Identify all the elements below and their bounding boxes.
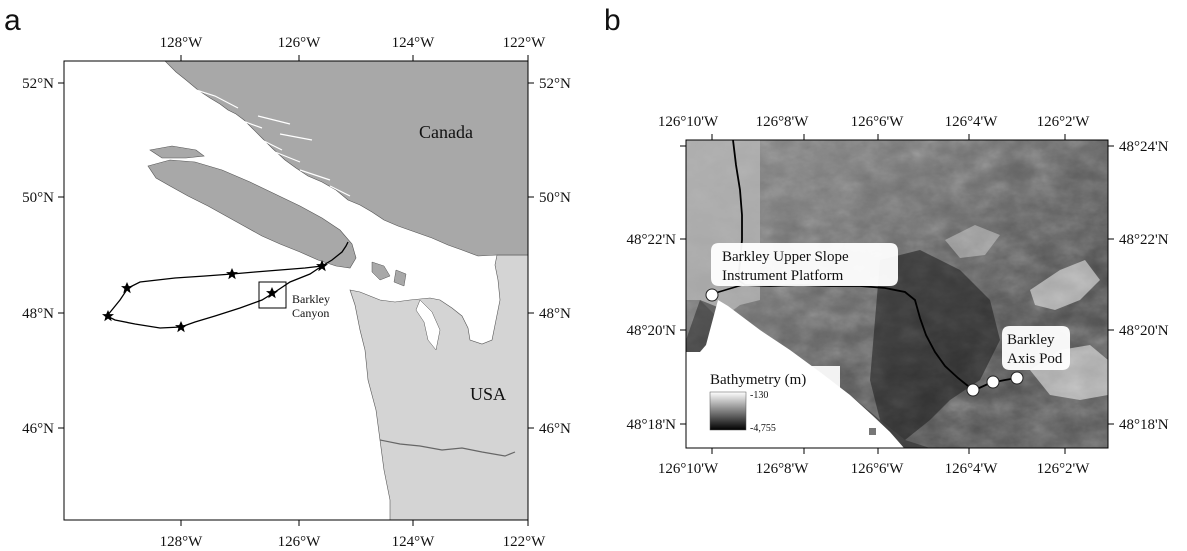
columbia-river — [379, 439, 516, 457]
axis-pod-marker[interactable] — [1010, 371, 1024, 385]
lon-label-top: 124°W — [392, 35, 435, 51]
b-lon-label-bottom: 126°4'W — [945, 461, 999, 477]
station-stars — [102, 260, 328, 333]
label-canyon-2: Canyon — [292, 306, 329, 320]
label-canyon-1: Barkley — [292, 292, 330, 306]
b-lon-label-bottom: 126°2'W — [1037, 461, 1091, 477]
lon-label-bottom: 126°W — [278, 534, 321, 550]
b-lat-label-right: 48°18'N — [1119, 417, 1169, 433]
lat-label-left: 50°N — [22, 190, 54, 206]
lon-label-bottom: 124°W — [392, 534, 435, 550]
station-star — [121, 282, 133, 294]
lat-label-left: 48°N — [22, 306, 54, 322]
b-lon-label-top: 126°10'W — [658, 114, 719, 130]
station-star — [266, 287, 278, 299]
lat-label-left: 52°N — [22, 76, 54, 92]
b-lon-label-top: 126°4'W — [945, 114, 999, 130]
northern-islands — [149, 145, 205, 159]
b-lon-label-bottom: 126°8'W — [756, 461, 810, 477]
puget-sound — [415, 299, 441, 351]
upper-slope-label-2: Instrument Platform — [722, 268, 844, 284]
panel-a-frame — [63, 60, 529, 521]
canyon-deep — [870, 250, 1000, 440]
station-star — [316, 260, 328, 272]
b-lat-label-left: 48°20'N — [626, 323, 676, 339]
station-star — [175, 321, 187, 333]
ridge-highlight — [1030, 260, 1100, 310]
lon-label-top: 128°W — [160, 35, 203, 51]
lat-label-left: 46°N — [22, 421, 54, 437]
upper-slope-callout-bg — [711, 243, 898, 286]
b-lon-label-top: 126°2'W — [1037, 114, 1091, 130]
station-star — [102, 310, 114, 322]
panel-b-letter: b — [604, 4, 621, 37]
san-juan-islands — [393, 269, 407, 287]
continental-shelf — [686, 140, 760, 320]
b-lat-label-right: 48°22'N — [1119, 232, 1169, 248]
axis-site-marker[interactable] — [966, 383, 980, 397]
b-lon-label-top: 126°8'W — [756, 114, 810, 130]
legend-title: Bathymetry (m) — [710, 372, 806, 388]
panel-a-ticks — [58, 55, 534, 526]
upper-slope-platform-marker[interactable] — [705, 288, 719, 302]
gulf-islands — [371, 261, 391, 281]
lon-label-top: 126°W — [278, 35, 321, 51]
lat-label-right: 48°N — [539, 306, 571, 322]
axis-pod-label-1: Barkley — [1007, 332, 1055, 348]
axis-site-marker[interactable] — [986, 375, 1000, 389]
lat-label-right: 52°N — [539, 76, 571, 92]
lat-label-right: 46°N — [539, 421, 571, 437]
b-lon-label-bottom: 126°10'W — [658, 461, 719, 477]
lat-label-right: 50°N — [539, 190, 571, 206]
legend-colorbar — [709, 391, 747, 431]
label-canada: Canada — [419, 122, 473, 142]
label-usa: USA — [470, 384, 506, 404]
lon-label-top: 122°W — [503, 35, 546, 51]
coastal-inlets — [189, 87, 351, 197]
vancouver-island — [147, 159, 357, 269]
b-lat-label-right: 48°24'N — [1119, 139, 1169, 155]
lon-label-bottom: 128°W — [160, 534, 203, 550]
axis-pod-label-2: Axis Pod — [1007, 351, 1063, 367]
b-lon-label-bottom: 126°6'W — [851, 461, 905, 477]
b-lon-label-top: 126°6'W — [851, 114, 905, 130]
lon-label-bottom: 122°W — [503, 534, 546, 550]
legend-min: -4,755 — [750, 423, 776, 434]
b-lat-label-left: 48°18'N — [626, 417, 676, 433]
small-marker — [869, 428, 876, 435]
canada-mainland — [164, 61, 528, 257]
axis-pod-callout-bg — [1002, 326, 1070, 370]
station-star — [226, 268, 238, 280]
upper-slope-label-1: Barkley Upper Slope — [722, 249, 849, 265]
panel-b-frame — [685, 139, 1109, 449]
legend-max: -130 — [750, 390, 768, 401]
panel-b-ticks — [680, 134, 1114, 454]
canyon-inset-box — [258, 281, 287, 309]
ridge-highlight — [945, 225, 1000, 258]
b-lat-label-left: 48°22'N — [626, 232, 676, 248]
b-lat-label-right: 48°20'N — [1119, 323, 1169, 339]
panel-a-letter: a — [4, 4, 21, 37]
ship-track — [106, 241, 349, 329]
